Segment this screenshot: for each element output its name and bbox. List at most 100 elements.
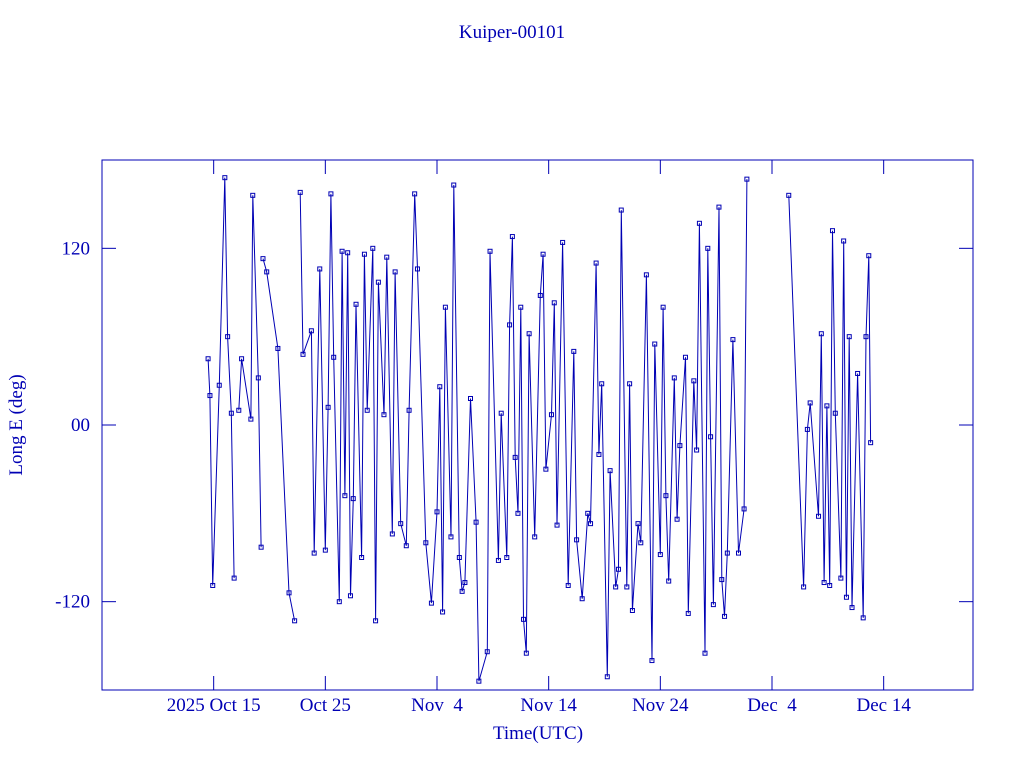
data-point — [384, 254, 390, 260]
data-point — [821, 580, 827, 586]
data-point — [248, 416, 254, 422]
data-point — [722, 613, 728, 619]
data-point — [462, 580, 468, 586]
data-point — [507, 322, 513, 328]
y-tick-label: 120 — [62, 238, 91, 259]
data-point — [398, 521, 404, 527]
data-point — [786, 192, 792, 198]
data-point — [593, 260, 599, 266]
data-point — [504, 555, 510, 560]
data-point — [599, 381, 605, 387]
data-point — [710, 602, 716, 608]
data-point — [339, 248, 345, 254]
data-point — [677, 443, 683, 449]
data-point — [579, 596, 585, 602]
data-point — [353, 301, 359, 307]
data-point — [652, 341, 658, 347]
data-point — [565, 582, 571, 588]
data-point — [292, 618, 298, 624]
data-point — [849, 605, 855, 611]
data-point — [473, 519, 479, 525]
data-point — [495, 557, 501, 563]
data-point — [694, 447, 700, 453]
data-point — [666, 578, 672, 584]
data-point — [236, 407, 242, 413]
data-point — [442, 304, 448, 310]
data-point — [205, 356, 211, 362]
data-point — [381, 412, 387, 418]
data-point — [846, 334, 852, 340]
plot-area — [205, 175, 874, 684]
x-tick-label: Nov 14 — [520, 695, 577, 716]
data-point — [328, 191, 334, 197]
series-line — [299, 179, 748, 682]
data-point — [624, 584, 630, 590]
data-point — [719, 577, 725, 583]
data-point — [231, 575, 237, 581]
y-axis-label: Long E (deg) — [6, 374, 27, 475]
data-point — [260, 256, 266, 262]
data-point — [708, 434, 714, 440]
data-point — [560, 239, 566, 245]
data-point — [210, 582, 216, 588]
data-point — [682, 354, 688, 360]
data-point — [596, 451, 602, 457]
series-line — [238, 195, 262, 548]
data-point — [342, 493, 348, 499]
data-point — [331, 354, 337, 360]
data-point — [487, 248, 493, 254]
data-point — [389, 531, 395, 537]
data-point — [551, 300, 557, 306]
series-line — [207, 177, 235, 586]
x-tick-label: Nov 24 — [632, 695, 689, 716]
data-point — [868, 440, 874, 446]
data-point — [841, 238, 847, 244]
data-point — [345, 250, 351, 256]
data-point — [428, 600, 434, 606]
data-point — [691, 378, 697, 384]
data-point — [456, 555, 462, 560]
data-point — [816, 513, 822, 519]
data-point — [663, 493, 669, 499]
data-point — [554, 522, 560, 528]
data-point — [484, 649, 490, 655]
data-point — [434, 509, 440, 515]
data-point — [361, 251, 367, 257]
data-point — [635, 521, 641, 527]
data-point — [518, 304, 524, 310]
x-axis-label: Time(UTC) — [493, 723, 583, 744]
data-point — [207, 393, 213, 399]
data-point — [437, 384, 443, 390]
data-point — [860, 615, 866, 621]
data-point — [275, 345, 281, 351]
data-point — [829, 228, 835, 234]
y-tick-label: -120 — [55, 592, 90, 613]
data-point — [286, 590, 292, 596]
data-point — [317, 266, 323, 272]
data-point — [325, 404, 331, 410]
data-point — [744, 176, 750, 182]
data-point — [702, 650, 708, 656]
data-point — [585, 510, 591, 516]
data-point — [618, 207, 624, 213]
data-point — [216, 382, 222, 388]
data-point — [448, 534, 454, 540]
data-point — [373, 618, 379, 624]
data-point — [509, 234, 515, 240]
data-point — [239, 356, 245, 362]
data-point — [476, 678, 482, 684]
data-point — [657, 552, 663, 558]
data-point — [392, 269, 398, 275]
data-point — [863, 334, 869, 340]
data-point — [526, 331, 532, 337]
data-point — [674, 516, 680, 522]
data-point — [818, 331, 824, 337]
data-point — [375, 279, 381, 285]
x-tick-label: 2025 Oct 15 — [167, 695, 261, 716]
data-point — [613, 584, 619, 590]
x-tick-label: Oct 25 — [300, 695, 351, 716]
data-point — [838, 575, 844, 581]
data-point — [297, 189, 303, 195]
data-point — [843, 594, 849, 600]
